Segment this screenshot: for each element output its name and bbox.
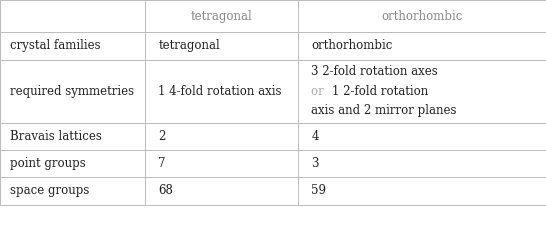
- Text: orthorhombic: orthorhombic: [381, 10, 462, 23]
- Text: point groups: point groups: [10, 157, 86, 170]
- Text: space groups: space groups: [10, 184, 89, 198]
- Text: axis and 2 mirror planes: axis and 2 mirror planes: [311, 104, 456, 117]
- Text: orthorhombic: orthorhombic: [311, 39, 393, 52]
- Text: 3 2-fold rotation axes: 3 2-fold rotation axes: [311, 65, 438, 78]
- Text: 68: 68: [158, 184, 173, 198]
- Text: Bravais lattices: Bravais lattices: [10, 130, 102, 143]
- Text: 2: 2: [158, 130, 166, 143]
- Text: 1 2-fold rotation: 1 2-fold rotation: [332, 84, 428, 98]
- Text: crystal families: crystal families: [10, 39, 100, 52]
- Text: 59: 59: [311, 184, 326, 198]
- Text: 1 4-fold rotation axis: 1 4-fold rotation axis: [158, 84, 282, 98]
- Text: or: or: [311, 84, 328, 98]
- Text: required symmetries: required symmetries: [10, 84, 134, 98]
- Text: tetragonal: tetragonal: [158, 39, 220, 52]
- Bar: [0, 0, 546, 205]
- Text: 7: 7: [158, 157, 166, 170]
- Text: tetragonal: tetragonal: [190, 10, 252, 23]
- Text: 4: 4: [311, 130, 319, 143]
- Text: 3: 3: [311, 157, 319, 170]
